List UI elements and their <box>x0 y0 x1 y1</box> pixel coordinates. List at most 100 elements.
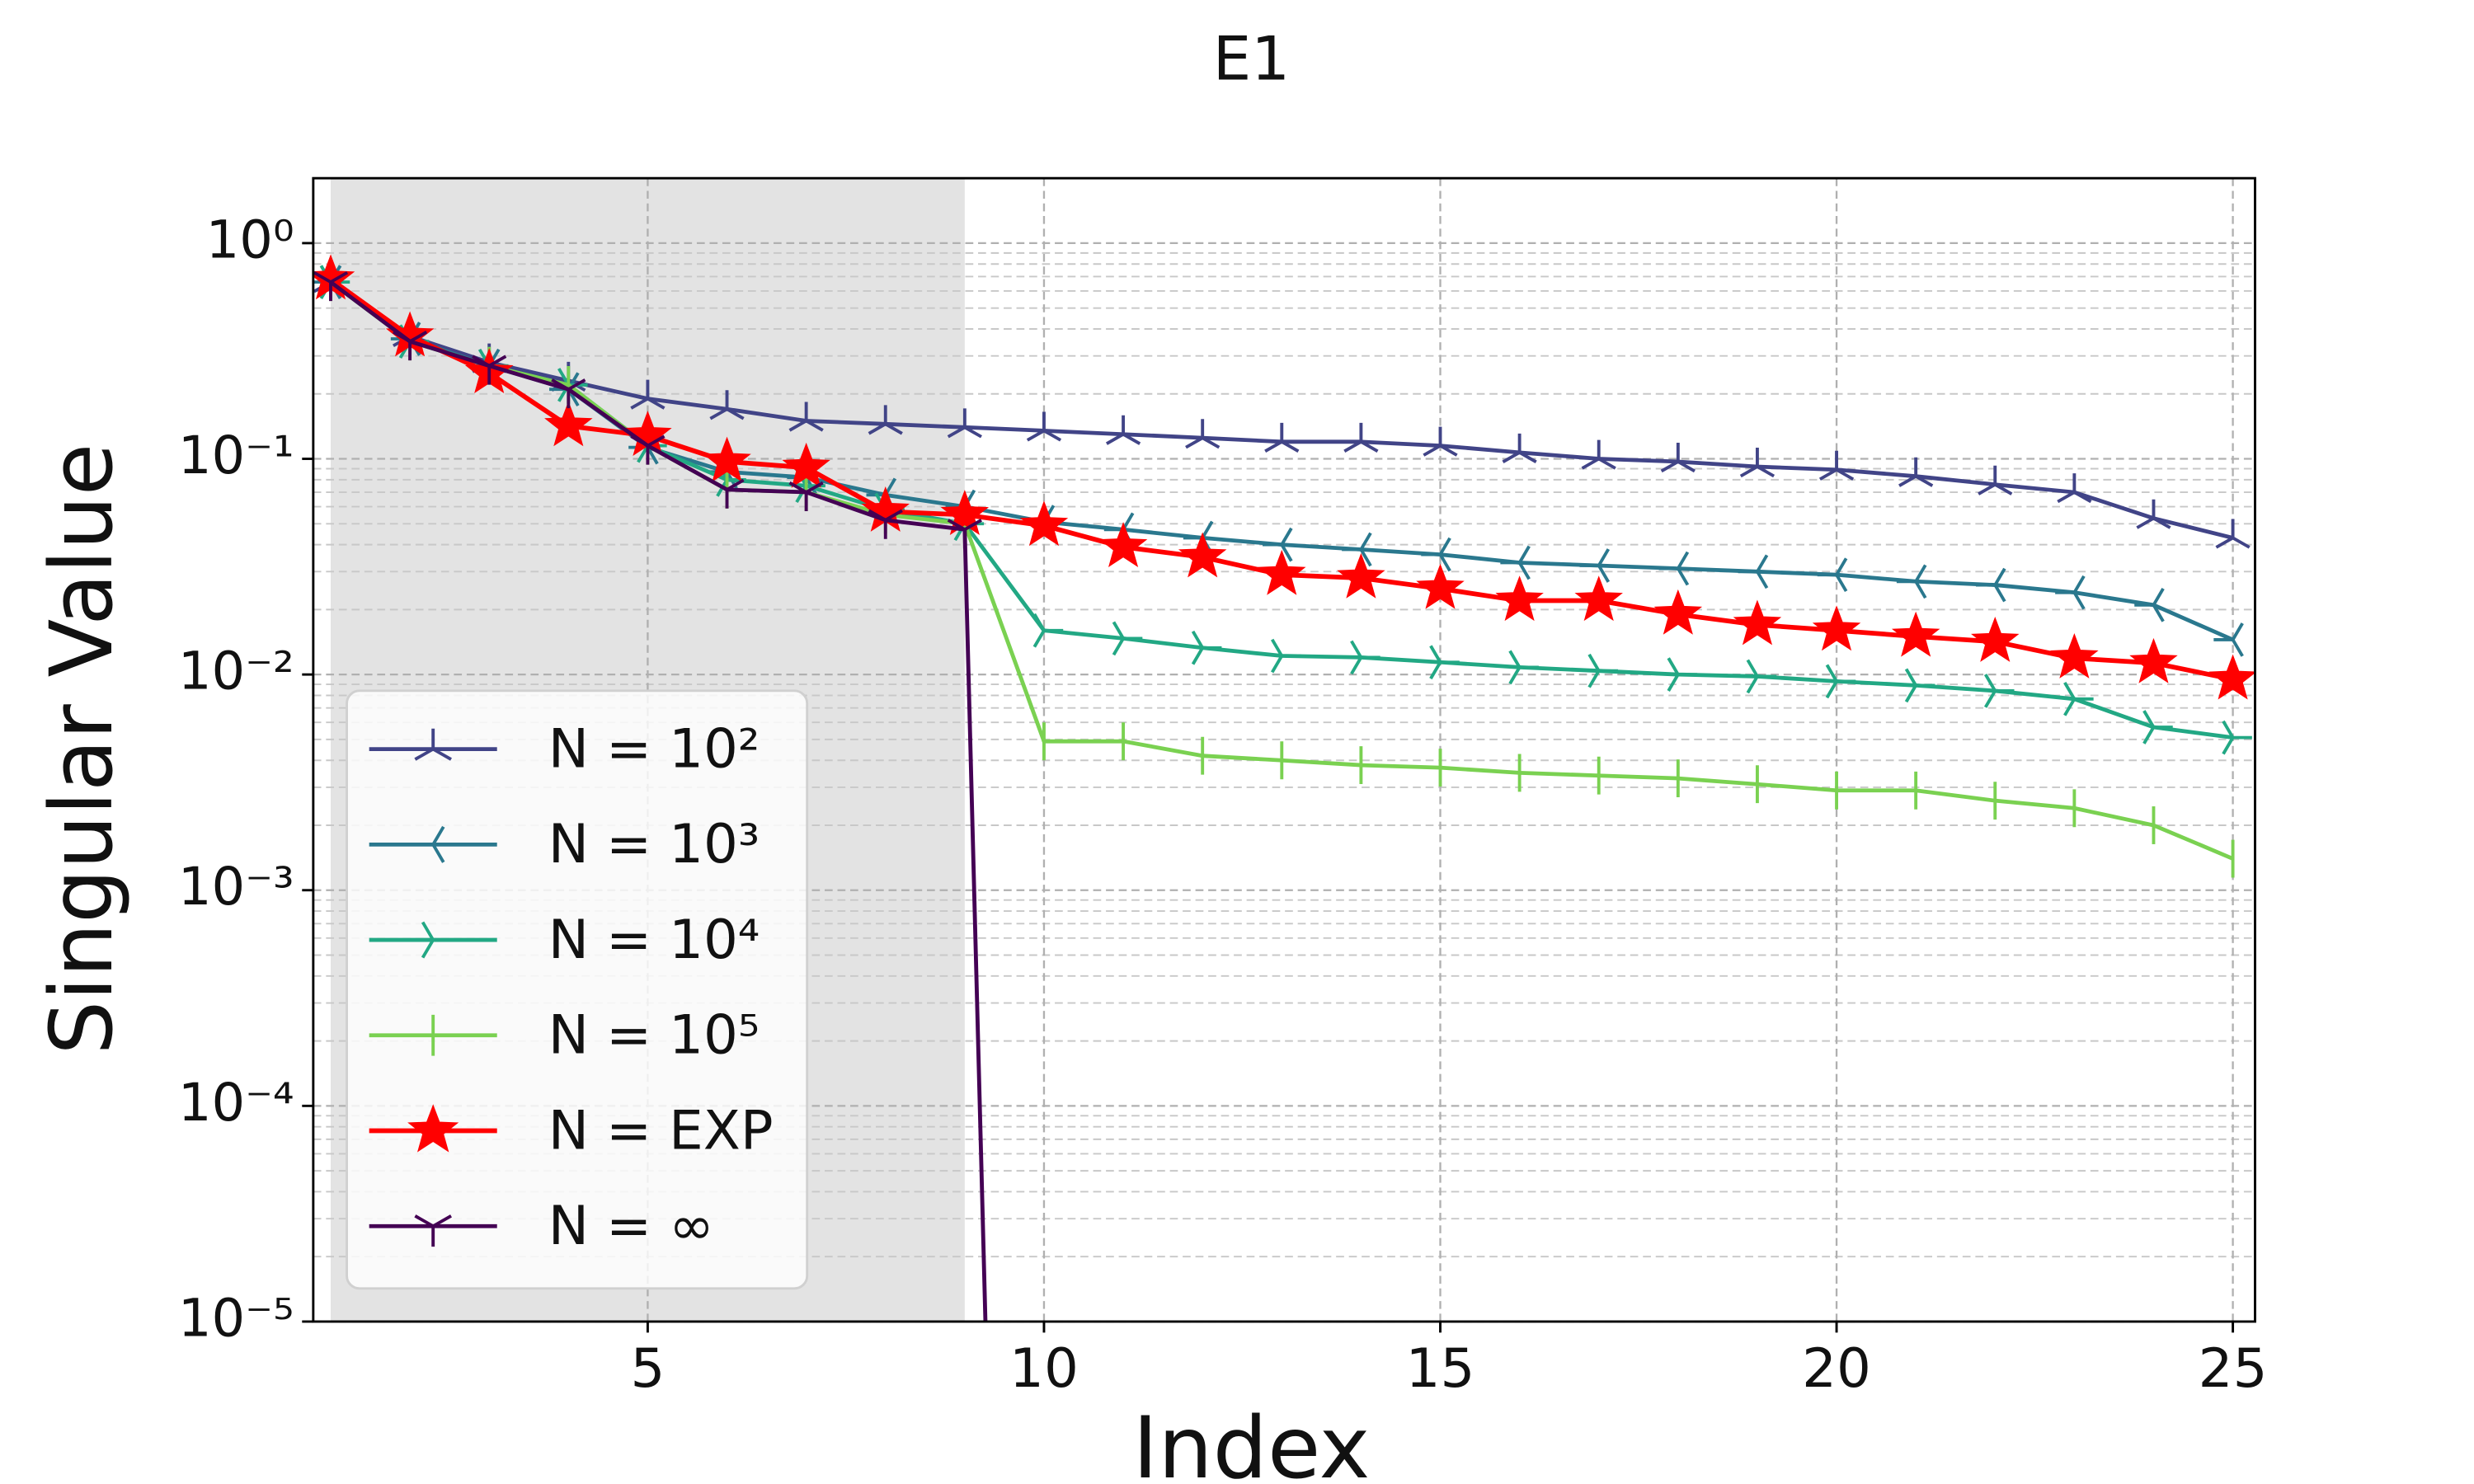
data-point <box>1019 500 1069 547</box>
data-point <box>788 481 824 511</box>
data-point <box>1112 621 1143 656</box>
data-point <box>1495 575 1544 622</box>
legend-box <box>346 689 809 1290</box>
data-point <box>1818 450 1855 481</box>
legend-marker <box>414 728 452 761</box>
data-point <box>1185 419 1221 449</box>
data-point <box>1342 532 1372 567</box>
data-point <box>1343 422 1379 453</box>
data-point <box>709 478 745 509</box>
y-tick-label: 10⁻³ <box>178 857 294 918</box>
data-point <box>868 405 903 435</box>
data-point <box>1660 443 1696 473</box>
legend-marker <box>421 921 454 959</box>
data-point <box>1337 552 1385 599</box>
legend-marker <box>407 1104 459 1153</box>
data-point <box>1191 630 1222 665</box>
data-point <box>2057 473 2092 504</box>
data-point <box>2142 710 2173 744</box>
data-point <box>1263 527 1293 562</box>
data-point <box>472 355 507 385</box>
x-axis-label: Index <box>1132 1397 1370 1484</box>
data-point <box>1658 551 1690 586</box>
data-point <box>1350 640 1380 675</box>
data-point <box>1270 638 1301 674</box>
data-point <box>1502 433 1537 463</box>
data-point <box>1898 457 1934 487</box>
data-point <box>544 401 593 447</box>
data-point <box>1423 426 1458 457</box>
data-point <box>1258 549 1306 595</box>
data-point <box>2222 720 2252 755</box>
data-point <box>1098 522 1148 568</box>
data-point <box>2215 519 2251 549</box>
data-point <box>1971 616 2020 662</box>
legend-marker <box>414 1214 452 1247</box>
data-point <box>1421 537 1451 572</box>
data-point <box>1817 557 1848 592</box>
x-tick-label: 5 <box>630 1338 665 1401</box>
data-point <box>1738 554 1769 589</box>
data-point <box>2213 622 2244 657</box>
data-point <box>630 434 666 465</box>
data-point <box>1032 613 1064 648</box>
y-tick-label: 10⁻⁵ <box>178 1288 294 1349</box>
x-tick-label: 10 <box>1009 1338 1079 1401</box>
data-point <box>630 379 666 410</box>
y-tick-label: 10⁻² <box>178 641 294 702</box>
data-point <box>1978 465 2013 495</box>
data-point <box>1178 532 1227 578</box>
y-tick-label: 10⁰ <box>206 209 294 270</box>
data-point <box>1653 589 1703 635</box>
data-point <box>1264 422 1300 453</box>
data-point <box>1416 563 1465 609</box>
data-point <box>1500 545 1531 580</box>
data-point <box>1825 664 1856 699</box>
y-tick-label: 10⁻⁴ <box>178 1072 294 1133</box>
data-point <box>2055 575 2086 610</box>
data-point <box>313 270 349 302</box>
data-point <box>392 331 428 361</box>
data-point <box>2134 588 2165 622</box>
legend-label: N = 10⁵ <box>548 1004 760 1067</box>
data-point <box>1733 599 1782 646</box>
data-point <box>1581 439 1616 470</box>
y-tick-label: 10⁻¹ <box>178 425 294 486</box>
data-point <box>1746 659 1777 694</box>
data-point <box>1574 575 1623 622</box>
legend-label: N = ∞ <box>548 1195 714 1257</box>
legend-marker <box>412 825 445 863</box>
legend-label: N = 10² <box>548 718 760 781</box>
data-point <box>709 390 745 420</box>
data-point <box>1812 605 1861 651</box>
data-point <box>1983 674 2015 708</box>
data-point <box>1976 567 2006 603</box>
data-point <box>1739 448 1776 478</box>
data-point <box>1896 564 1927 599</box>
data-point <box>1904 668 1935 703</box>
data-point <box>2050 633 2099 679</box>
data-point <box>1891 611 1940 657</box>
data-point <box>551 378 586 409</box>
data-point <box>788 402 824 432</box>
data-point <box>940 490 990 535</box>
data-point <box>947 408 982 439</box>
data-point <box>1105 415 1141 445</box>
data-point <box>1429 645 1460 680</box>
x-tick-label: 20 <box>1802 1338 1871 1401</box>
data-point <box>2063 681 2094 716</box>
x-tick-label: 25 <box>2199 1338 2268 1401</box>
plot-area <box>313 254 2255 1322</box>
data-point <box>868 509 903 539</box>
data-point <box>2136 499 2171 529</box>
data-point <box>1508 650 1539 685</box>
legend-label: N = EXP <box>548 1100 774 1162</box>
data-point <box>703 436 751 482</box>
legend-label: N = 10³ <box>548 813 760 876</box>
data-point <box>2129 637 2178 683</box>
plot-frame <box>312 176 2256 1323</box>
legend-label: N = 10⁴ <box>548 909 760 971</box>
x-tick-label: 15 <box>1406 1338 1475 1401</box>
data-point <box>1587 653 1618 688</box>
